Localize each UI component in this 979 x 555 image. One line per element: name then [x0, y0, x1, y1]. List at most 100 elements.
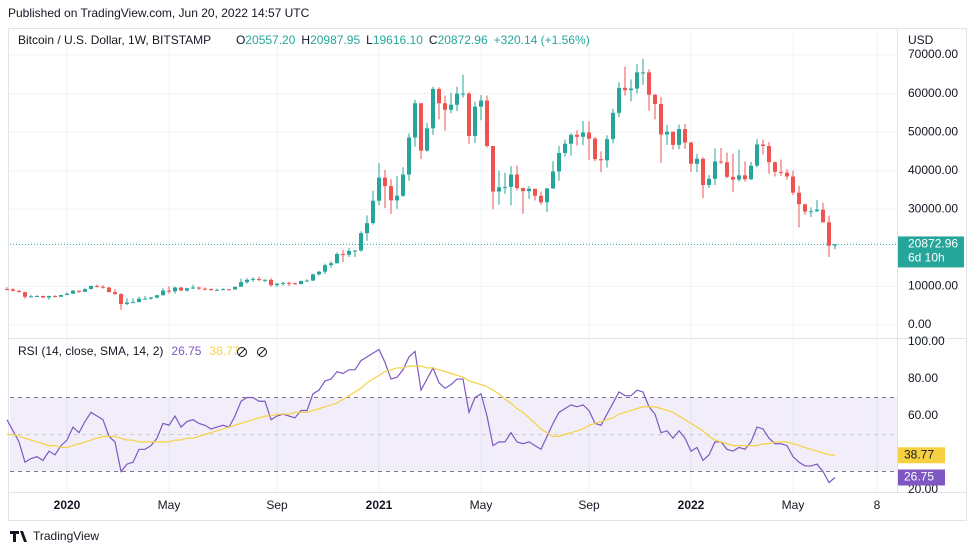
footer-logo: TradingView — [10, 529, 99, 543]
candle-body — [665, 131, 669, 135]
candle-body — [689, 142, 693, 164]
candle-body — [269, 279, 273, 286]
candle-body — [215, 289, 219, 291]
candle-body — [821, 209, 825, 223]
candle-body — [731, 176, 735, 180]
rsi-tick-label: 60.00 — [908, 408, 938, 422]
x-tick-label: May — [782, 498, 805, 512]
ohlc-value: 20557.20 — [245, 33, 295, 47]
rsi-legend-value: 26.75 — [171, 344, 201, 358]
candle-body — [671, 131, 675, 145]
x-tick-label: May — [158, 498, 181, 512]
candle-body — [773, 162, 777, 172]
candle-body — [563, 143, 567, 153]
candle-body — [587, 132, 591, 139]
candle-body — [719, 161, 723, 163]
candle-body — [629, 88, 633, 91]
candle-body — [209, 289, 213, 291]
header: Published on TradingView.com, Jun 20, 20… — [8, 6, 310, 20]
candle-body — [47, 295, 51, 298]
candle-body — [701, 158, 705, 185]
candle-body — [239, 282, 243, 287]
last-price-label: 20872.96 — [908, 237, 958, 251]
candle-body — [347, 250, 351, 255]
candle-body — [539, 195, 543, 203]
candle-body — [725, 162, 729, 177]
candle-body — [827, 222, 831, 246]
candle-body — [491, 146, 495, 192]
candle-body — [11, 289, 15, 291]
x-tick-label: May — [470, 498, 493, 512]
candle-body — [221, 289, 225, 291]
rsi-legend: RSI (14, close, SMA, 14, 2) 26.75 38.77 — [18, 344, 240, 358]
rsi-legend-value: 38.77 — [209, 344, 239, 358]
candle-body — [245, 279, 249, 283]
candle-body — [251, 279, 255, 281]
candle-body — [161, 290, 165, 296]
candle-body — [467, 93, 471, 137]
candle-body — [371, 200, 375, 224]
candle-body — [815, 209, 819, 212]
candle-body — [179, 287, 183, 291]
candle-body — [257, 279, 261, 281]
candle-body — [503, 186, 507, 188]
countdown: 6d 10h — [908, 251, 945, 265]
ohlc-value: 20987.95 — [310, 33, 360, 47]
candle-body — [17, 290, 21, 293]
candle-body — [317, 271, 321, 275]
candle-body — [407, 137, 411, 175]
candle-body — [59, 295, 63, 297]
rsi-line — [6, 348, 836, 484]
ohlc-letter: O — [236, 33, 245, 47]
candle-body — [137, 298, 141, 303]
candle-body — [551, 171, 555, 189]
candle-body — [341, 253, 345, 255]
rsi-tick-label: 80.00 — [908, 371, 938, 385]
candle-body — [833, 244, 837, 246]
y-tick-label: 50000.00 — [908, 124, 958, 138]
legend-icon — [237, 347, 247, 357]
y-tick-label: 60000.00 — [908, 86, 958, 100]
candle-body — [617, 87, 621, 113]
candle-body — [401, 174, 405, 196]
candle-body — [677, 129, 681, 145]
candle-body — [29, 296, 33, 298]
candle-body — [443, 103, 447, 110]
labels: 70000.00 60000.00 50000.00 40000.00 30000.00… — [54, 47, 964, 512]
currency: USD — [908, 33, 934, 47]
logo-icon — [10, 531, 27, 542]
candle-body — [125, 302, 129, 305]
legend: Bitcoin / U.S. Dollar, 1W, BITSTAMP — [18, 33, 211, 47]
candle-body — [623, 87, 627, 91]
frame — [8, 28, 967, 521]
candle-body — [281, 282, 285, 284]
candle-body — [785, 172, 789, 177]
y-tick-label: 70000.00 — [908, 47, 958, 61]
candle-body — [713, 161, 717, 179]
candle-body — [611, 112, 615, 140]
symbol-title: Bitcoin / U.S. Dollar, 1W, BITSTAMP — [18, 33, 211, 47]
candle-body — [35, 295, 39, 297]
footer-brand: TradingView — [33, 529, 99, 543]
candle-body — [5, 289, 9, 291]
candle-body — [431, 88, 435, 129]
candle-body — [365, 223, 369, 234]
candle-body — [485, 100, 489, 147]
candle-body — [263, 279, 267, 281]
candle-body — [779, 171, 783, 173]
candle-body — [293, 283, 297, 285]
rsi-title: RSI (14, close, SMA, 14, 2) — [18, 344, 163, 358]
last-price-tag — [898, 236, 964, 268]
value-tag-label: 38.77 — [904, 447, 934, 461]
candle-body — [659, 104, 663, 135]
ohlc-value: 19616.10 — [373, 33, 423, 47]
marks — [5, 58, 897, 484]
candle-body — [287, 282, 291, 284]
candle-body — [311, 274, 315, 281]
y-tick-label: 10000.00 — [908, 279, 958, 293]
y-tick-label: 40000.00 — [908, 163, 958, 177]
candle-body — [515, 174, 519, 189]
